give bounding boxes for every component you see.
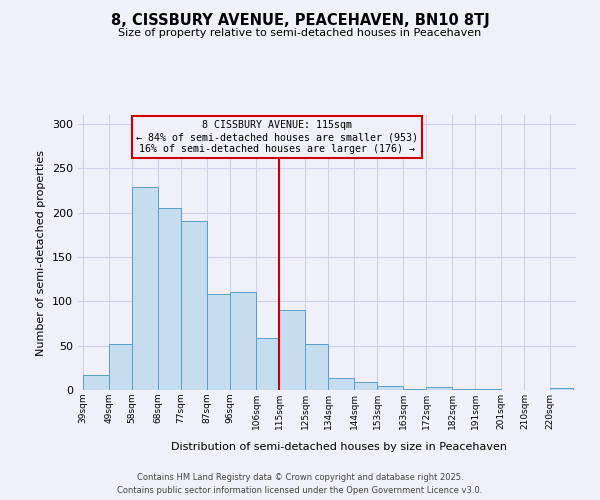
Bar — [83, 375, 109, 390]
Bar — [550, 388, 574, 390]
Y-axis label: Number of semi-detached properties: Number of semi-detached properties — [37, 150, 46, 356]
Bar — [256, 338, 279, 390]
Bar — [305, 344, 328, 390]
Bar — [230, 292, 256, 390]
Bar — [207, 294, 230, 390]
Bar — [158, 208, 181, 390]
Bar — [475, 389, 501, 390]
Bar — [427, 388, 452, 390]
Bar — [403, 389, 427, 390]
Bar — [279, 310, 305, 390]
Text: Distribution of semi-detached houses by size in Peacehaven: Distribution of semi-detached houses by … — [171, 442, 507, 452]
Text: 8, CISSBURY AVENUE, PEACEHAVEN, BN10 8TJ: 8, CISSBURY AVENUE, PEACEHAVEN, BN10 8TJ — [110, 12, 490, 28]
Bar — [377, 386, 403, 390]
Text: Size of property relative to semi-detached houses in Peacehaven: Size of property relative to semi-detach… — [118, 28, 482, 38]
Bar — [132, 187, 158, 390]
Text: 8 CISSBURY AVENUE: 115sqm
← 84% of semi-detached houses are smaller (953)
16% of: 8 CISSBURY AVENUE: 115sqm ← 84% of semi-… — [136, 120, 418, 154]
Bar — [354, 382, 377, 390]
Text: Contains HM Land Registry data © Crown copyright and database right 2025.
Contai: Contains HM Land Registry data © Crown c… — [118, 474, 482, 495]
Bar — [328, 378, 354, 390]
Bar — [452, 389, 475, 390]
Bar — [181, 220, 207, 390]
Bar — [109, 344, 132, 390]
